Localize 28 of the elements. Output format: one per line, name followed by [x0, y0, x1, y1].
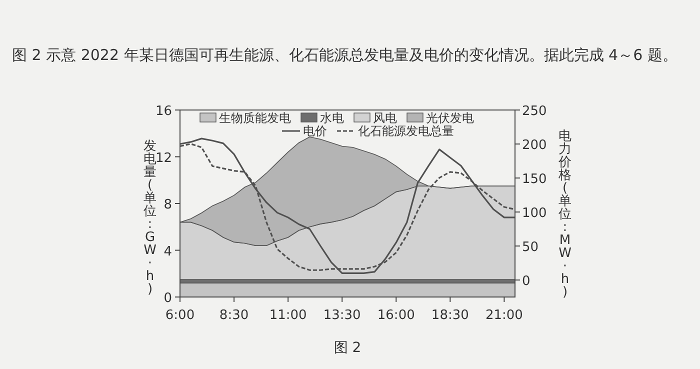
legend-label: 光伏发电 [426, 111, 474, 125]
text: 发电量(单位:GW·h) [144, 139, 156, 297]
x-tick-label: 13:30 [323, 308, 361, 323]
legend-label: 风电 [373, 111, 397, 125]
text: 电力价格(单位:MW·h) [558, 129, 572, 300]
x-tick-label: 11:00 [269, 308, 307, 323]
x-tick-label: 16:00 [377, 308, 415, 323]
x-tick-label: 6:00 [165, 308, 195, 323]
y2-tick-label: 0 [522, 274, 530, 289]
y2-tick-label: 250 [522, 104, 547, 119]
legend-label: 水电 [320, 111, 344, 125]
x-tick-label: 18:30 [431, 308, 469, 323]
caption: 图 2 [334, 340, 362, 356]
y2-tick-label: 100 [522, 206, 547, 221]
x-tick-label: 8:30 [219, 308, 249, 323]
y2-tick-label: 50 [522, 240, 539, 255]
y2-tick-label: 200 [522, 138, 547, 153]
y-tick-label: 16 [155, 104, 172, 119]
y2-tick-label: 150 [522, 172, 547, 187]
legend-label: 生物质能发电 [219, 111, 291, 125]
y-tick-label: 8 [164, 198, 172, 212]
legend-label: 电价 [303, 124, 327, 138]
intro: 图 2 示意 2022 年某日德国可再生能源、化石能源总发电量及电价的变化情况。据此完成 4～6 题。 [12, 46, 678, 64]
y-tick-label: 12 [155, 150, 172, 166]
legend-label: 化石能源发电总量 [358, 124, 454, 138]
y-tick-label: 4 [164, 244, 172, 260]
y-tick-label: 0 [164, 291, 172, 306]
x-tick-label: 21:00 [485, 308, 523, 323]
